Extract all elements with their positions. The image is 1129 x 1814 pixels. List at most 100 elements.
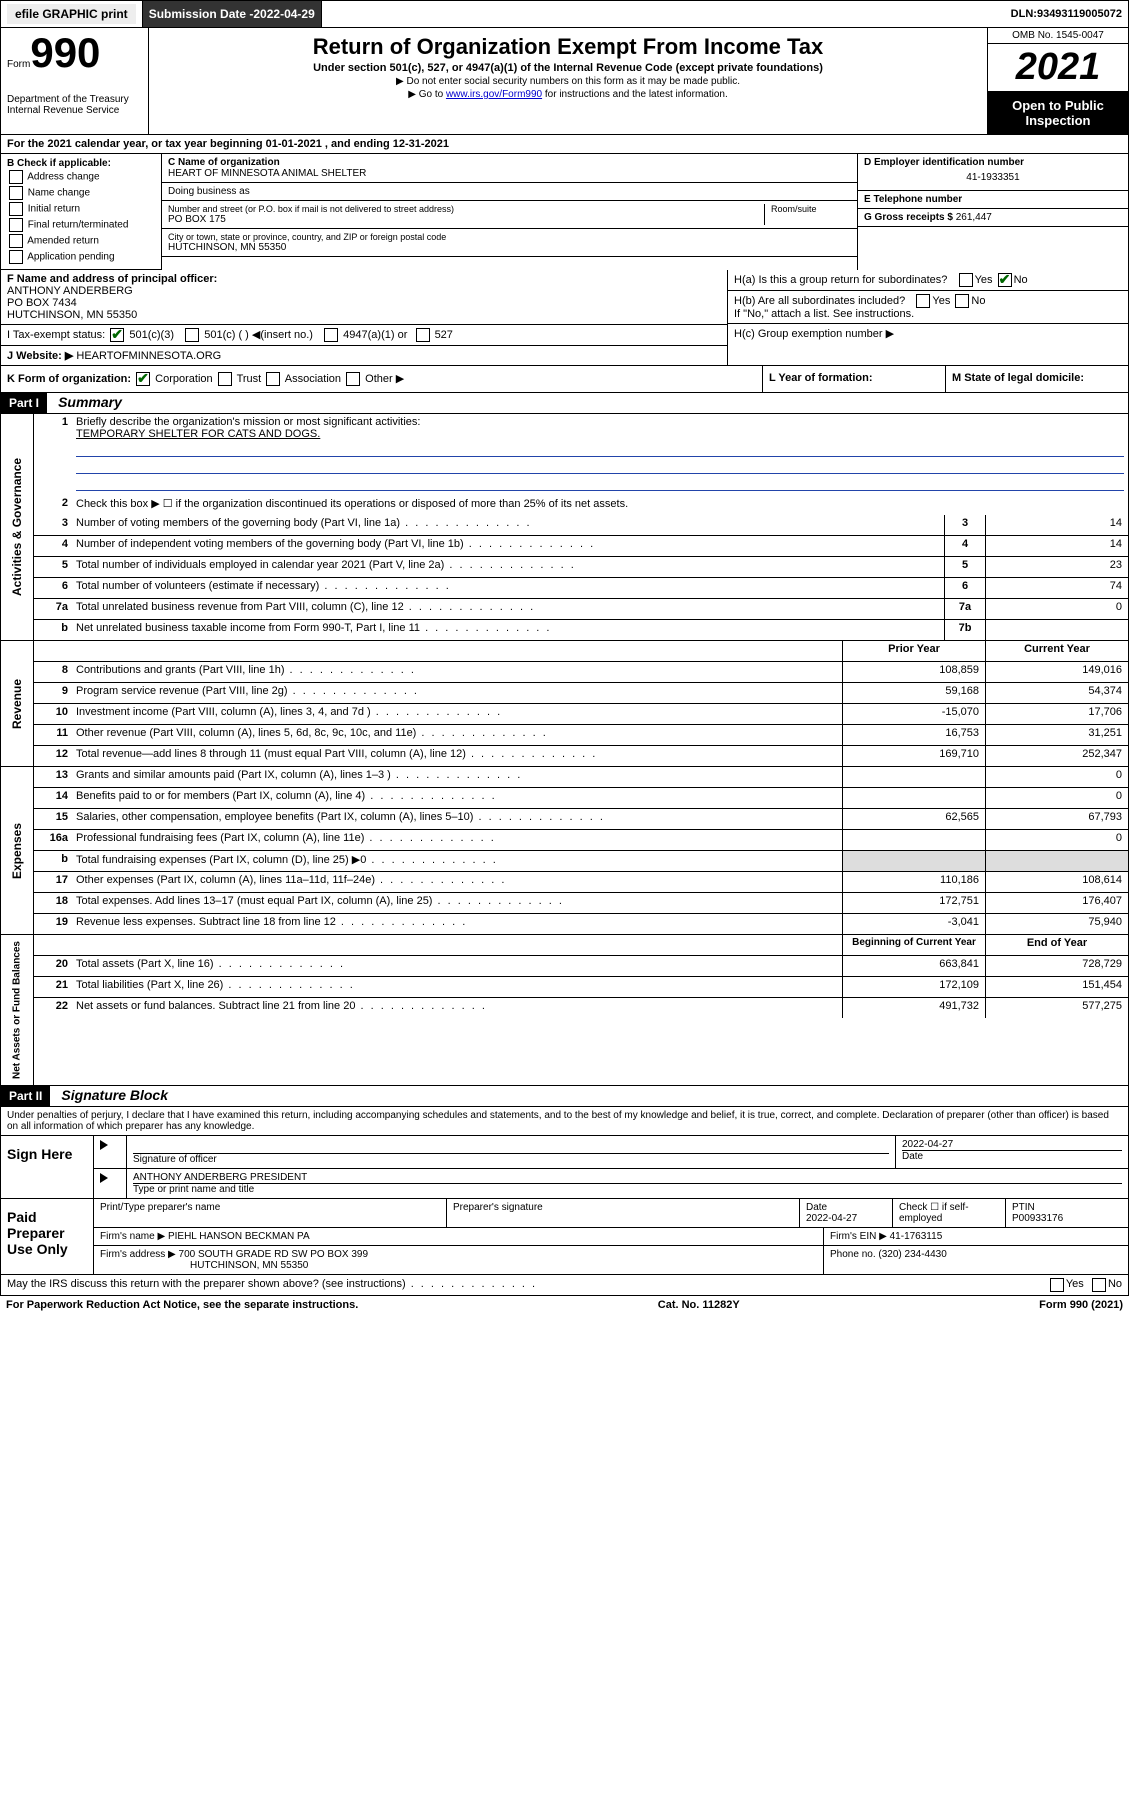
org-name: HEART OF MINNESOTA ANIMAL SHELTER — [168, 168, 851, 179]
summary-expenses: Expenses 13Grants and similar amounts pa… — [0, 767, 1129, 935]
hb-no[interactable] — [955, 294, 969, 308]
website-value: HEARTOFMINNESOTA.ORG — [76, 350, 221, 362]
officer-addr1: PO BOX 7434 — [7, 297, 77, 309]
form-title: Return of Organization Exempt From Incom… — [157, 34, 979, 60]
prep-date: 2022-04-27 — [806, 1213, 857, 1224]
col-current: Current Year — [985, 641, 1128, 661]
row-klm: K Form of organization: Corporation Trus… — [0, 366, 1129, 393]
col-b: B Check if applicable: Address change Na… — [1, 154, 162, 270]
irs-link[interactable]: www.irs.gov/Form990 — [446, 89, 542, 100]
form-number: 990 — [30, 29, 100, 76]
summary-revenue: Revenue Prior Year Current Year 8Contrib… — [0, 641, 1129, 767]
arrow-icon — [100, 1173, 108, 1183]
form-subtitle: Under section 501(c), 527, or 4947(a)(1)… — [157, 62, 979, 74]
paid-block: Paid Preparer Use Only Print/Type prepar… — [0, 1199, 1129, 1275]
col-prior: Prior Year — [842, 641, 985, 661]
e-label: E Telephone number — [864, 194, 1122, 205]
may-no[interactable] — [1092, 1278, 1106, 1292]
col-end: End of Year — [985, 935, 1128, 955]
table-row: 18Total expenses. Add lines 13–17 (must … — [34, 893, 1128, 914]
irs-label: Internal Revenue Service — [7, 105, 142, 116]
chk-501c[interactable] — [185, 328, 199, 342]
chk-527[interactable] — [416, 328, 430, 342]
chk-other[interactable] — [346, 372, 360, 386]
table-row: 9Program service revenue (Part VIII, lin… — [34, 683, 1128, 704]
side-expenses: Expenses — [1, 767, 34, 934]
firm-name: PIEHL HANSON BECKMAN PA — [168, 1231, 310, 1242]
firm-addr2: HUTCHINSON, MN 55350 — [100, 1260, 308, 1271]
table-row: 13Grants and similar amounts paid (Part … — [34, 767, 1128, 788]
chk-corp[interactable] — [136, 372, 150, 386]
row-i: I Tax-exempt status: 501(c)(3) 501(c) ( … — [1, 325, 727, 346]
ha-yes[interactable] — [959, 273, 973, 287]
part1-header-row: Part I Summary — [0, 393, 1129, 414]
b-label: B Check if applicable: — [7, 158, 155, 169]
mission: TEMPORARY SHELTER FOR CATS AND DOGS. — [76, 428, 320, 440]
chk-501c3[interactable] — [110, 328, 124, 342]
row-ha: H(a) Is this a group return for subordin… — [728, 270, 1128, 291]
submission-date: 2022-04-29 — [253, 7, 314, 21]
street-label: Number and street (or P.O. box if mail i… — [168, 204, 758, 214]
side-activities: Activities & Governance — [1, 414, 34, 640]
chk-final[interactable]: Final return/terminated — [7, 217, 155, 233]
chk-address[interactable]: Address change — [7, 169, 155, 185]
table-row: bNet unrelated business taxable income f… — [34, 620, 1128, 640]
table-row: 10Investment income (Part VIII, column (… — [34, 704, 1128, 725]
footer-right: Form 990 (2021) — [1039, 1299, 1123, 1311]
row-m: M State of legal domicile: — [946, 366, 1128, 392]
footer-left: For Paperwork Reduction Act Notice, see … — [6, 1299, 358, 1311]
top-bar: efile GRAPHIC print Submission Date - 20… — [0, 0, 1129, 28]
firm-ein: 41-1763115 — [890, 1231, 943, 1242]
row-a: For the 2021 calendar year, or tax year … — [0, 135, 1129, 154]
submission-label: Submission Date - — [149, 7, 254, 21]
col-c: C Name of organization HEART OF MINNESOT… — [162, 154, 857, 270]
g-label: G Gross receipts $ — [864, 212, 953, 223]
chk-4947[interactable] — [324, 328, 338, 342]
table-row: 21Total liabilities (Part X, line 26)172… — [34, 977, 1128, 998]
table-row: 17Other expenses (Part IX, column (A), l… — [34, 872, 1128, 893]
form-header: Form990 Department of the Treasury Inter… — [0, 28, 1129, 135]
q2: Check this box ▶ ☐ if the organization d… — [72, 495, 1128, 515]
chk-trust[interactable] — [218, 372, 232, 386]
block-bcdeg: B Check if applicable: Address change Na… — [0, 154, 1129, 270]
efile-button[interactable]: efile GRAPHIC print — [1, 1, 143, 27]
room-label: Room/suite — [771, 204, 851, 214]
hb-yes[interactable] — [916, 294, 930, 308]
chk-amended[interactable]: Amended return — [7, 233, 155, 249]
form-note2: ▶ Go to www.irs.gov/Form990 for instruct… — [157, 89, 979, 100]
sig-officer-label: Signature of officer — [133, 1153, 889, 1165]
dln-label: DLN: — [1011, 8, 1037, 20]
omb-number: OMB No. 1545-0047 — [988, 28, 1128, 44]
sign-block: Sign Here Signature of officer 2022-04-2… — [0, 1136, 1129, 1199]
chk-name[interactable]: Name change — [7, 185, 155, 201]
table-row: 14Benefits paid to or for members (Part … — [34, 788, 1128, 809]
chk-assoc[interactable] — [266, 372, 280, 386]
table-row: 12Total revenue—add lines 8 through 11 (… — [34, 746, 1128, 766]
may-yes[interactable] — [1050, 1278, 1064, 1292]
side-revenue: Revenue — [1, 641, 34, 766]
firm-addr: 700 SOUTH GRADE RD SW PO BOX 399 — [179, 1249, 369, 1260]
chk-pending[interactable]: Application pending — [7, 249, 155, 265]
q1: Briefly describe the organization's miss… — [72, 414, 1128, 495]
sign-here: Sign Here — [1, 1136, 94, 1198]
table-row: 5Total number of individuals employed in… — [34, 557, 1128, 578]
may-irs-row: May the IRS discuss this return with the… — [0, 1275, 1129, 1296]
summary-activities: Activities & Governance 1 Briefly descri… — [0, 414, 1129, 641]
ein-value: 41-1933351 — [864, 168, 1122, 187]
chk-initial[interactable]: Initial return — [7, 201, 155, 217]
tax-year: 2021 — [988, 44, 1128, 92]
table-row: 6Total number of volunteers (estimate if… — [34, 578, 1128, 599]
row-hc: H(c) Group exemption number ▶ — [728, 324, 1128, 343]
ha-no[interactable] — [998, 273, 1012, 287]
city-label: City or town, state or province, country… — [168, 232, 851, 242]
c-name-label: C Name of organization — [168, 157, 851, 168]
row-j: J Website: ▶ HEARTOFMINNESOTA.ORG — [1, 346, 727, 365]
date-label: Date — [902, 1150, 1122, 1162]
table-row: 15Salaries, other compensation, employee… — [34, 809, 1128, 830]
part1-label: Part I — [1, 393, 47, 413]
type-name-label: Type or print name and title — [133, 1183, 1122, 1195]
arrow-icon — [100, 1140, 108, 1150]
table-row: 22Net assets or fund balances. Subtract … — [34, 998, 1128, 1018]
sign-date: 2022-04-27 — [902, 1139, 1122, 1150]
penalty-text: Under penalties of perjury, I declare th… — [0, 1107, 1129, 1136]
